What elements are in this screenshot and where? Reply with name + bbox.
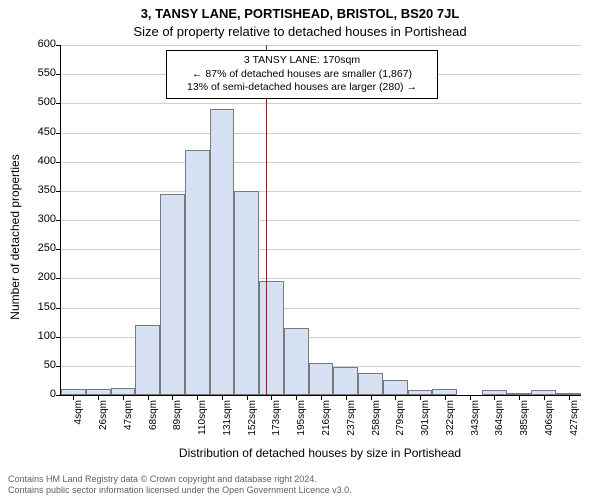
- ytick-mark: [56, 220, 61, 221]
- xtick-label: 68sqm: [148, 400, 159, 460]
- ytick-label: 250: [16, 242, 56, 254]
- ytick-label: 350: [16, 184, 56, 196]
- ytick-mark: [56, 308, 61, 309]
- xtick-label: 322sqm: [445, 400, 456, 460]
- ytick-label: 400: [16, 155, 56, 167]
- gridline: [61, 249, 581, 250]
- histogram-bar: [234, 191, 259, 395]
- histogram-bar: [333, 367, 358, 395]
- histogram-bar: [135, 325, 160, 395]
- histogram-bar: [309, 363, 334, 395]
- xtick-label: 216sqm: [321, 400, 332, 460]
- ytick-label: 550: [16, 67, 56, 79]
- xtick-label: 47sqm: [123, 400, 134, 460]
- gridline: [61, 133, 581, 134]
- ytick-label: 200: [16, 271, 56, 283]
- ytick-mark: [56, 191, 61, 192]
- gridline: [61, 191, 581, 192]
- annotation-box: 3 TANSY LANE: 170sqm← 87% of detached ho…: [166, 50, 438, 99]
- gridline: [61, 45, 581, 46]
- ytick-mark: [56, 133, 61, 134]
- xtick-label: 301sqm: [420, 400, 431, 460]
- ytick-label: 450: [16, 126, 56, 138]
- ytick-label: 500: [16, 96, 56, 108]
- xtick-label: 152sqm: [247, 400, 258, 460]
- ytick-label: 600: [16, 38, 56, 50]
- xtick-label: 4sqm: [73, 400, 84, 460]
- gridline: [61, 220, 581, 221]
- plot-area: 0501001502002503003504004505005506004sqm…: [60, 45, 581, 396]
- histogram-bar: [160, 194, 185, 395]
- xtick-label: 173sqm: [271, 400, 282, 460]
- histogram-bar: [259, 281, 284, 395]
- ytick-mark: [56, 45, 61, 46]
- xtick-label: 427sqm: [569, 400, 580, 460]
- ytick-label: 150: [16, 301, 56, 313]
- annotation-line2: ← 87% of detached houses are smaller (1,…: [173, 68, 431, 82]
- histogram-bar: [358, 373, 383, 395]
- xtick-label: 406sqm: [544, 400, 555, 460]
- xtick-label: 343sqm: [470, 400, 481, 460]
- ytick-mark: [56, 366, 61, 367]
- chart-title-desc: Size of property relative to detached ho…: [0, 24, 600, 39]
- gridline: [61, 103, 581, 104]
- xtick-label: 110sqm: [197, 400, 208, 460]
- ytick-label: 50: [16, 359, 56, 371]
- xtick-label: 258sqm: [371, 400, 382, 460]
- ytick-mark: [56, 337, 61, 338]
- annotation-line1: 3 TANSY LANE: 170sqm: [173, 54, 431, 68]
- histogram-bar: [383, 380, 408, 395]
- ytick-label: 100: [16, 330, 56, 342]
- ytick-mark: [56, 103, 61, 104]
- footer-line2: Contains public sector information licen…: [8, 485, 592, 496]
- ytick-label: 0: [16, 388, 56, 400]
- xtick-label: 131sqm: [222, 400, 233, 460]
- xtick-label: 195sqm: [296, 400, 307, 460]
- ytick-mark: [56, 249, 61, 250]
- ytick-mark: [56, 162, 61, 163]
- chart-title-address: 3, TANSY LANE, PORTISHEAD, BRISTOL, BS20…: [0, 6, 600, 21]
- gridline: [61, 278, 581, 279]
- xtick-label: 237sqm: [346, 400, 357, 460]
- histogram-bar: [210, 109, 235, 395]
- annotation-line3: 13% of semi-detached houses are larger (…: [173, 81, 431, 95]
- xtick-label: 26sqm: [98, 400, 109, 460]
- histogram-bar: [111, 388, 136, 395]
- gridline: [61, 162, 581, 163]
- footer-attribution: Contains HM Land Registry data © Crown c…: [8, 474, 592, 497]
- histogram-bar: [185, 150, 210, 395]
- xtick-label: 89sqm: [172, 400, 183, 460]
- footer-line1: Contains HM Land Registry data © Crown c…: [8, 474, 592, 485]
- xtick-label: 364sqm: [494, 400, 505, 460]
- histogram-bar: [284, 328, 309, 395]
- xtick-label: 385sqm: [519, 400, 530, 460]
- gridline: [61, 308, 581, 309]
- ytick-mark: [56, 395, 61, 396]
- ytick-mark: [56, 278, 61, 279]
- ytick-mark: [56, 74, 61, 75]
- xtick-label: 279sqm: [395, 400, 406, 460]
- ytick-label: 300: [16, 213, 56, 225]
